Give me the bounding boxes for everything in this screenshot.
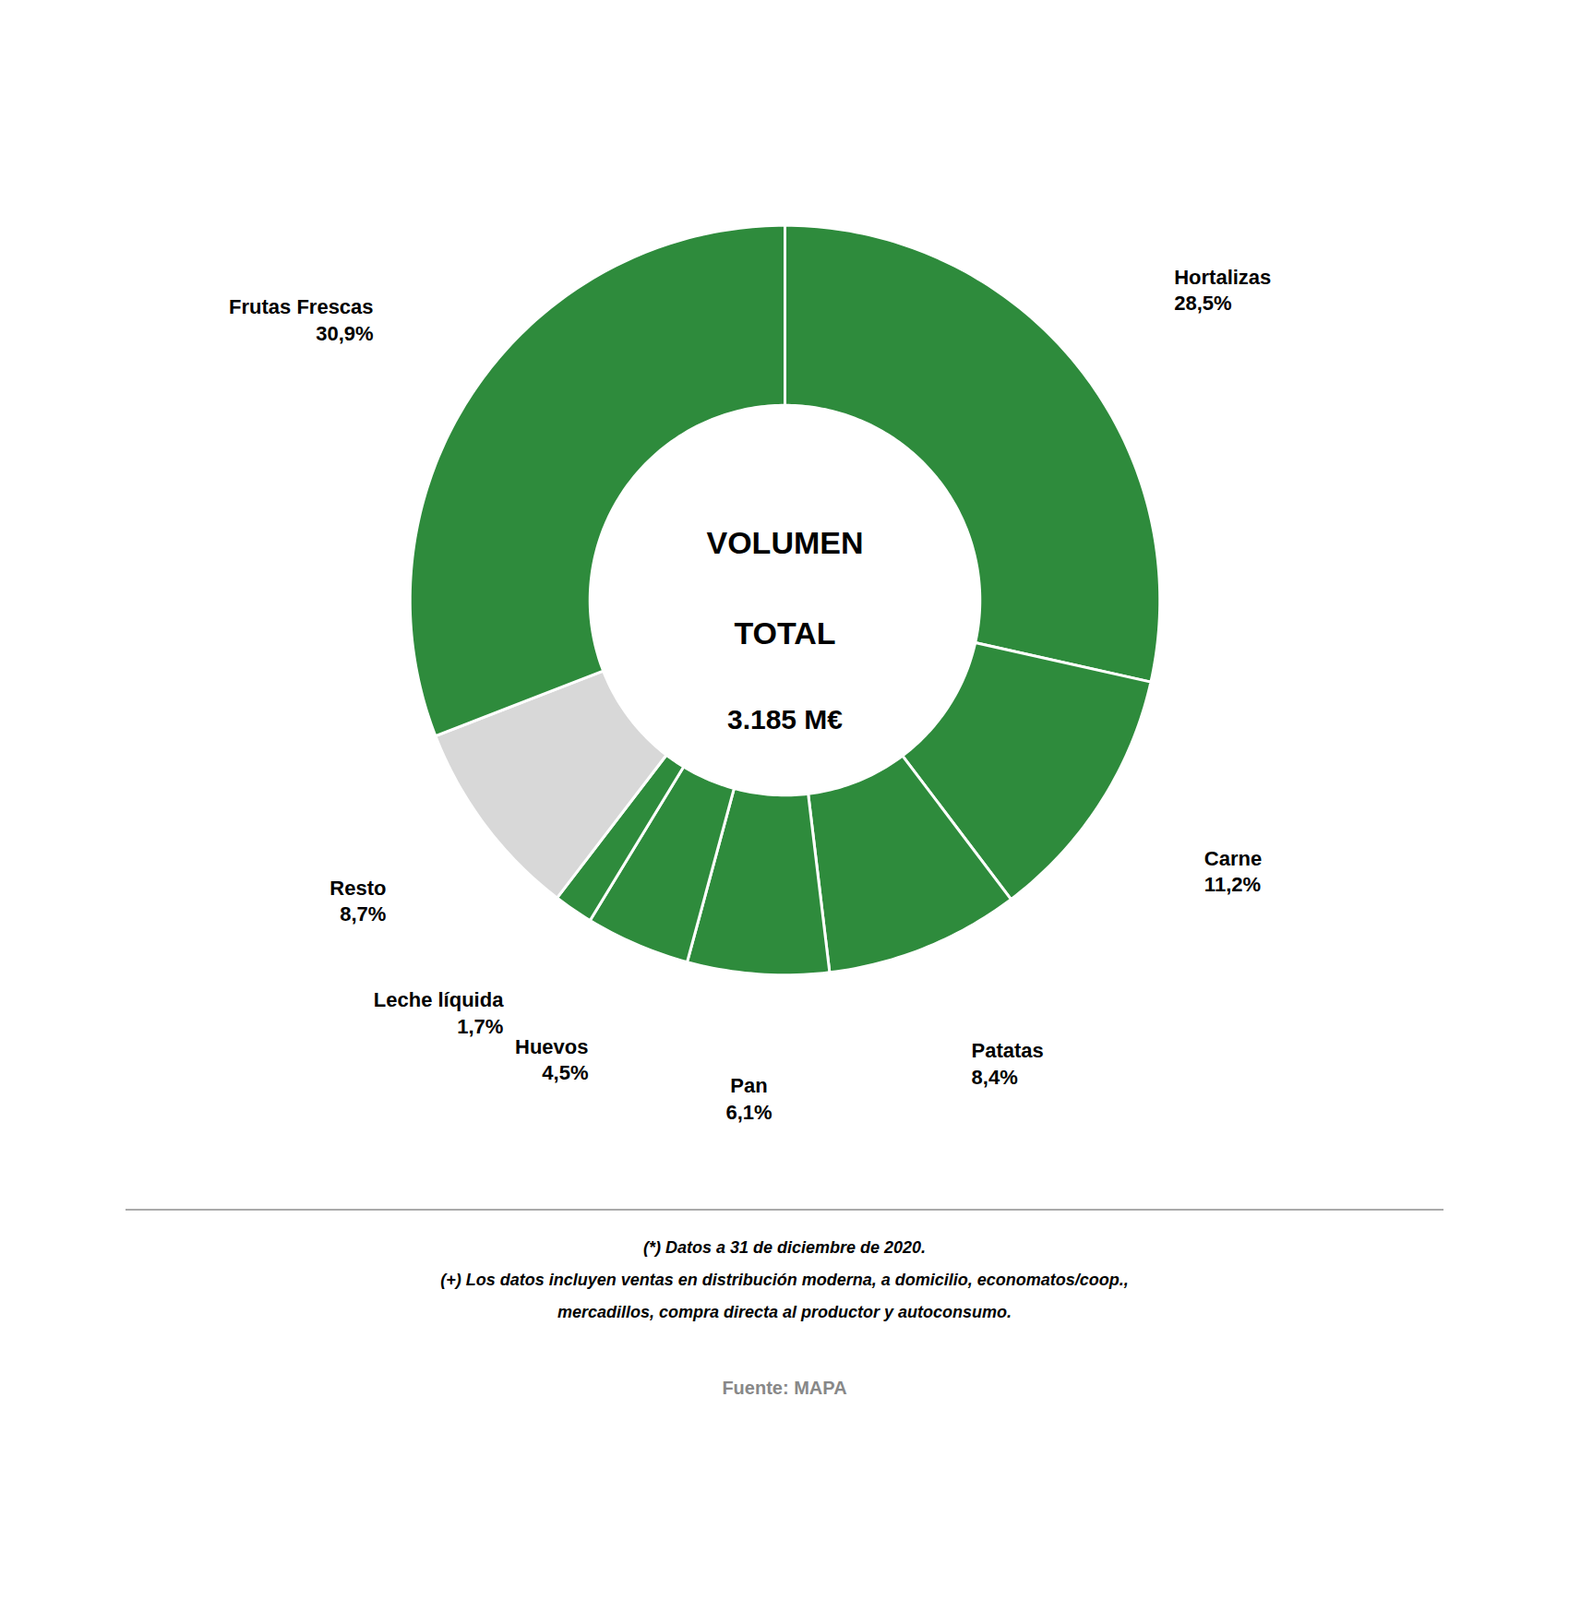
html-text:mercadillos, compra directa al: mercadillos, compra directa al productor… <box>557 1303 1012 1322</box>
html-text:(+) Los datos incluyen ventas: (+) Los datos incluyen ventas en distrib… <box>440 1270 1129 1290</box>
svg-text:Pan6,1%: Pan6,1% <box>725 1074 772 1125</box>
svg-text:Leche líquida1,7%: Leche líquida1,7% <box>373 988 504 1039</box>
svg-text:Resto8,7%: Resto8,7% <box>329 876 386 927</box>
svg-text:3.185 M€: 3.185 M€ <box>727 704 843 735</box>
svg-text:Frutas Frescas30,9%: Frutas Frescas30,9% <box>228 295 374 346</box>
html-text:(*) Datos a 31 de diciembre de: (*) Datos a 31 de diciembre de 2020. <box>643 1238 926 1258</box>
svg-text:Carne11,2%: Carne11,2% <box>1204 847 1262 898</box>
svg-text:VOLUMEN: VOLUMEN <box>706 525 864 561</box>
svg-text:TOTAL: TOTAL <box>733 615 836 651</box>
svg-text:Patatas8,4%: Patatas8,4% <box>971 1039 1044 1090</box>
svg-text:Hortalizas28,5%: Hortalizas28,5% <box>1173 265 1271 316</box>
svg-text:Huevos4,5%: Huevos4,5% <box>515 1035 588 1086</box>
html-text:Fuente: MAPA: Fuente: MAPA <box>722 1377 847 1399</box>
